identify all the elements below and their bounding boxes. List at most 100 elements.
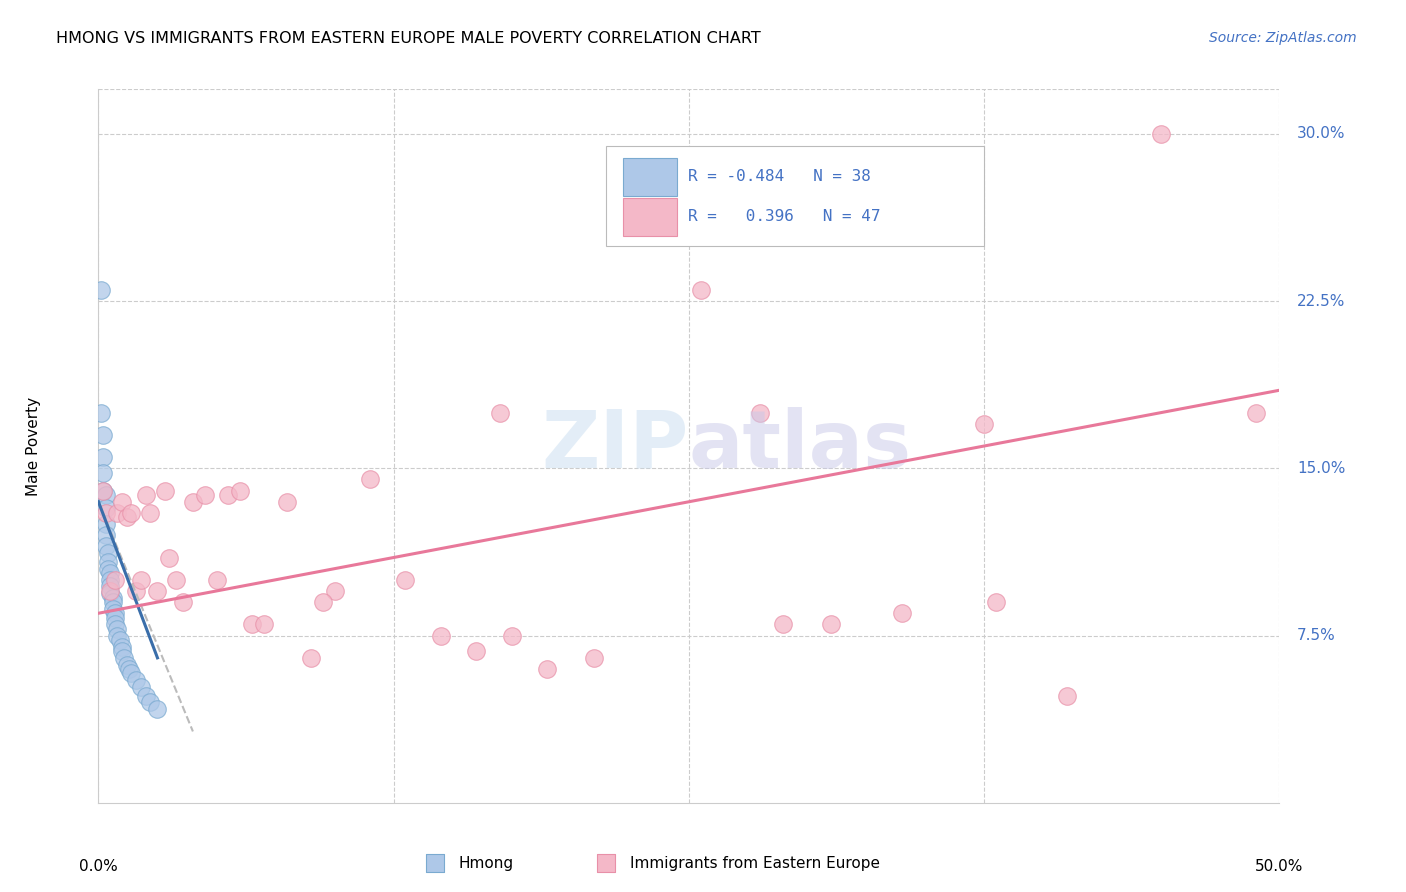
Text: HMONG VS IMMIGRANTS FROM EASTERN EUROPE MALE POVERTY CORRELATION CHART: HMONG VS IMMIGRANTS FROM EASTERN EUROPE … bbox=[56, 31, 761, 46]
Point bbox=[217, 488, 239, 502]
Point bbox=[194, 488, 217, 502]
Point bbox=[973, 417, 995, 431]
Text: atlas: atlas bbox=[689, 407, 912, 485]
Point bbox=[104, 573, 127, 587]
Point bbox=[630, 194, 652, 208]
FancyBboxPatch shape bbox=[623, 198, 678, 236]
Point bbox=[689, 283, 711, 297]
Point bbox=[91, 466, 114, 480]
Text: 15.0%: 15.0% bbox=[1298, 461, 1346, 475]
Point bbox=[240, 617, 263, 632]
Point bbox=[105, 628, 128, 642]
Text: 50.0%: 50.0% bbox=[1256, 858, 1303, 873]
Point bbox=[97, 562, 120, 576]
Point bbox=[98, 580, 121, 594]
Point bbox=[153, 483, 176, 498]
Point bbox=[229, 483, 252, 498]
Point bbox=[108, 633, 131, 648]
Point bbox=[135, 689, 157, 703]
Point bbox=[101, 595, 124, 609]
Point bbox=[135, 488, 157, 502]
Text: R = -0.484   N = 38: R = -0.484 N = 38 bbox=[688, 169, 870, 185]
Point bbox=[430, 628, 453, 642]
FancyBboxPatch shape bbox=[623, 158, 678, 196]
Point bbox=[90, 405, 112, 420]
Point bbox=[820, 617, 842, 632]
Point bbox=[91, 450, 114, 465]
Point bbox=[97, 546, 120, 560]
Point bbox=[772, 617, 794, 632]
Point bbox=[129, 573, 152, 587]
Text: R =   0.396   N = 47: R = 0.396 N = 47 bbox=[688, 210, 880, 225]
Point bbox=[98, 586, 121, 600]
Point bbox=[111, 644, 134, 658]
Point bbox=[536, 662, 558, 676]
Point bbox=[583, 651, 606, 665]
Point bbox=[129, 680, 152, 694]
Point bbox=[312, 595, 335, 609]
Text: ZIP: ZIP bbox=[541, 407, 689, 485]
Point bbox=[748, 405, 770, 420]
Text: 30.0%: 30.0% bbox=[1298, 127, 1346, 141]
Point bbox=[98, 566, 121, 581]
Text: 22.5%: 22.5% bbox=[1298, 293, 1346, 309]
Point bbox=[489, 405, 512, 420]
Text: Source: ZipAtlas.com: Source: ZipAtlas.com bbox=[1209, 31, 1357, 45]
Point bbox=[146, 702, 169, 716]
Point bbox=[139, 506, 162, 520]
Point bbox=[94, 506, 117, 520]
Point bbox=[111, 640, 134, 654]
Point bbox=[276, 494, 298, 508]
FancyBboxPatch shape bbox=[606, 146, 984, 246]
Point bbox=[890, 607, 912, 621]
Point bbox=[90, 283, 112, 297]
Point bbox=[501, 628, 523, 642]
Point bbox=[165, 573, 187, 587]
Point bbox=[98, 583, 121, 598]
Point bbox=[94, 501, 117, 516]
Point bbox=[101, 602, 124, 616]
Point bbox=[94, 528, 117, 542]
Point bbox=[121, 506, 143, 520]
Text: 7.5%: 7.5% bbox=[1298, 628, 1336, 643]
Point bbox=[1150, 127, 1173, 141]
Point bbox=[91, 483, 114, 498]
Text: Hmong: Hmong bbox=[458, 856, 513, 871]
Point bbox=[157, 550, 180, 565]
Point bbox=[105, 622, 128, 636]
Point bbox=[205, 573, 228, 587]
Point bbox=[101, 591, 124, 605]
Point bbox=[359, 473, 381, 487]
Point bbox=[125, 583, 148, 598]
Point bbox=[121, 666, 143, 681]
Point bbox=[299, 651, 322, 665]
Point bbox=[104, 617, 127, 632]
Point bbox=[104, 610, 127, 624]
Point bbox=[146, 583, 169, 598]
Point bbox=[91, 427, 114, 442]
Point bbox=[253, 617, 276, 632]
Point bbox=[139, 696, 162, 710]
Point bbox=[91, 483, 114, 498]
Point bbox=[984, 595, 1007, 609]
Point bbox=[323, 583, 346, 598]
Point bbox=[104, 607, 127, 621]
Point bbox=[98, 573, 121, 587]
Text: 0.0%: 0.0% bbox=[79, 858, 118, 873]
Point bbox=[105, 506, 128, 520]
Point bbox=[1244, 405, 1267, 420]
Point bbox=[125, 673, 148, 687]
Point bbox=[115, 657, 138, 672]
Point bbox=[118, 662, 141, 676]
Point bbox=[394, 573, 416, 587]
Text: Male Poverty: Male Poverty bbox=[25, 396, 41, 496]
Point bbox=[111, 494, 134, 508]
Text: Immigrants from Eastern Europe: Immigrants from Eastern Europe bbox=[630, 856, 880, 871]
Point bbox=[172, 595, 194, 609]
Point bbox=[181, 494, 204, 508]
Point bbox=[1056, 689, 1078, 703]
Point bbox=[465, 644, 488, 658]
Point bbox=[94, 539, 117, 553]
Point bbox=[97, 555, 120, 569]
Point bbox=[94, 517, 117, 532]
